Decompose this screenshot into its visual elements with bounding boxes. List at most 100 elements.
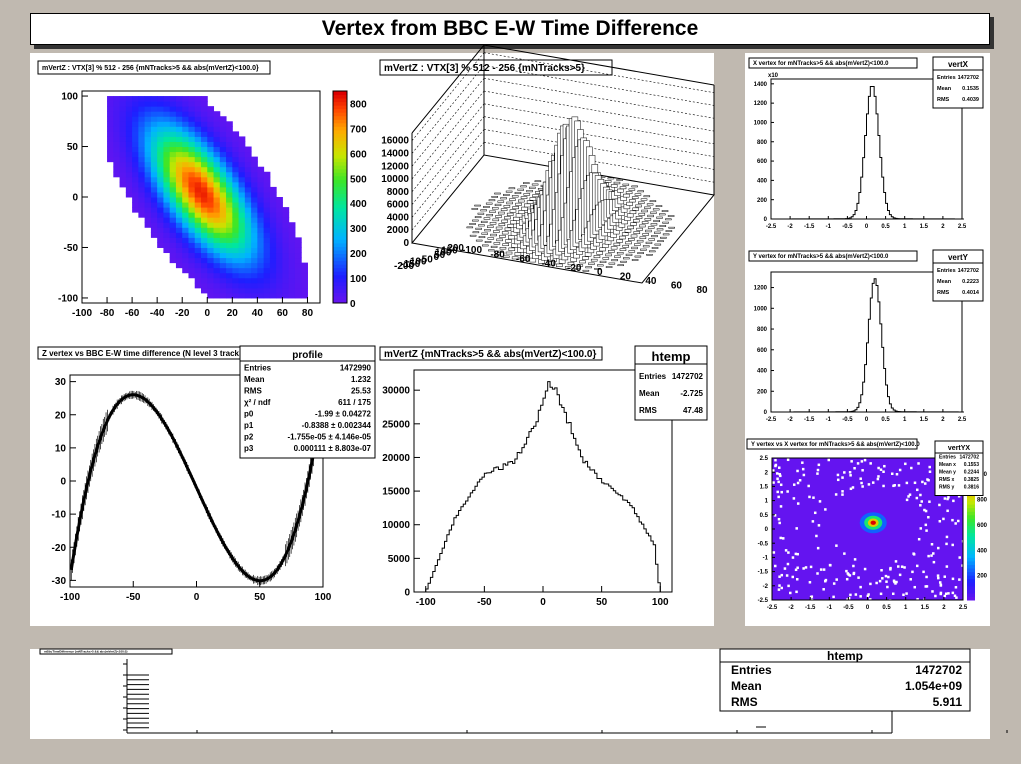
lego-bar	[494, 243, 500, 245]
heatmap-cell	[289, 283, 296, 289]
stats-label: RMS	[639, 406, 657, 415]
heatmap-cell	[270, 222, 277, 228]
heatmap-cell	[163, 131, 170, 137]
heatmap-cell	[239, 157, 246, 163]
lego-grid	[412, 65, 484, 153]
lego-bar	[515, 192, 521, 194]
heatmap-cell	[126, 162, 133, 168]
heatmap-cell	[170, 116, 177, 122]
lego-bar	[606, 266, 612, 267]
sparse-cell	[951, 519, 954, 522]
heatmap-cell	[201, 237, 208, 243]
heatmap-cell	[126, 136, 133, 142]
heatmap-cell	[251, 247, 258, 253]
heatmap-cell	[245, 268, 252, 274]
x-tick-label: -60	[516, 254, 531, 265]
heatmap-cell	[188, 258, 195, 264]
heatmap-cell	[176, 192, 183, 198]
lego-bar	[603, 258, 609, 260]
heatmap-cell	[214, 121, 221, 127]
colorbar-cell	[967, 547, 975, 551]
heatmap-cell	[120, 131, 127, 137]
heatmap-cell	[264, 197, 271, 203]
heatmap-cell	[245, 227, 252, 233]
heatmap-cell	[239, 217, 246, 223]
heatmap-cell	[182, 101, 189, 107]
sparse-cell	[877, 467, 880, 470]
page-title-box: Vertex from BBC E-W Time Difference	[30, 13, 990, 45]
heatmap-cell	[301, 263, 308, 269]
lego-bar	[614, 182, 620, 184]
lego-bar	[622, 233, 628, 236]
colorbar-cell	[333, 98, 347, 102]
heatmap-cell	[289, 247, 296, 253]
heatmap-cell	[201, 197, 208, 203]
sparse-cell	[939, 520, 942, 523]
heatmap-cell	[138, 172, 145, 178]
heatmap-cell	[220, 227, 227, 233]
heatmap-cell	[138, 126, 145, 132]
lego-bar	[506, 191, 512, 192]
heatmap-cell	[120, 152, 127, 158]
sparse-cell	[896, 473, 899, 476]
y-tick-label: 200	[757, 389, 768, 395]
lego-bar	[497, 239, 503, 241]
heatmap-cell	[226, 263, 233, 269]
heatmap-cell	[126, 147, 133, 153]
sparse-cell	[787, 551, 790, 554]
lego-bar	[647, 204, 653, 205]
heatmap-cell	[220, 121, 227, 127]
sparse-cell	[887, 576, 890, 579]
heatmap-cell	[257, 273, 264, 279]
heatmap-cell	[195, 152, 202, 158]
sparse-cell	[864, 459, 867, 462]
heatmap-cell	[170, 232, 177, 238]
y-tick-label: -10	[52, 510, 67, 521]
heatmap-cell	[264, 268, 271, 274]
heatmap-cell	[157, 136, 164, 142]
lego-bar	[504, 205, 510, 207]
x-tick-label: 0	[204, 308, 210, 319]
colorbar-cell	[967, 511, 975, 515]
sparse-cell	[774, 565, 777, 568]
colorbar-cell	[333, 254, 347, 258]
heatmap-cell	[301, 268, 308, 274]
heatmap-cell	[282, 242, 289, 248]
heatmap-cell	[245, 162, 252, 168]
sparse-cell	[782, 537, 785, 540]
lego-bar	[502, 232, 508, 235]
sparse-cell	[814, 512, 817, 514]
colorbar-cell	[967, 497, 975, 501]
colorbar-cell	[333, 225, 347, 229]
colorbar-cell	[333, 239, 347, 243]
x-tick-label: 100	[315, 592, 332, 603]
heatmap-cell	[264, 182, 271, 188]
heatmap-cell	[113, 111, 120, 117]
heatmap-cell	[145, 131, 152, 137]
heatmap-cell	[120, 106, 127, 112]
heatmap-cell	[239, 167, 246, 173]
heatmap-cell	[157, 242, 164, 248]
heatmap-cell	[220, 136, 227, 142]
colorbar-cell	[967, 515, 975, 519]
colorbar-cell	[967, 561, 975, 565]
sparse-cell	[852, 486, 855, 489]
heatmap-cell	[176, 177, 183, 183]
sparse-cell	[797, 502, 800, 505]
heatmap-cell	[138, 111, 145, 117]
lego-bar	[490, 211, 496, 213]
heatmap-cell	[145, 207, 152, 213]
heatmap-cell	[163, 197, 170, 203]
y-tick-label: 600	[757, 159, 768, 165]
heatmap-cell	[151, 167, 158, 173]
lego-bar	[492, 207, 498, 209]
lego-bar	[635, 256, 641, 257]
sparse-cell	[781, 574, 784, 577]
lego-bar	[516, 203, 522, 205]
heatmap-cell	[176, 157, 183, 163]
lego-bar	[489, 200, 495, 201]
x-tick-label: -1.5	[805, 605, 816, 611]
heatmap-cell	[151, 126, 158, 132]
heatmap-cell	[282, 278, 289, 284]
x-tick-label: -1	[826, 417, 832, 423]
